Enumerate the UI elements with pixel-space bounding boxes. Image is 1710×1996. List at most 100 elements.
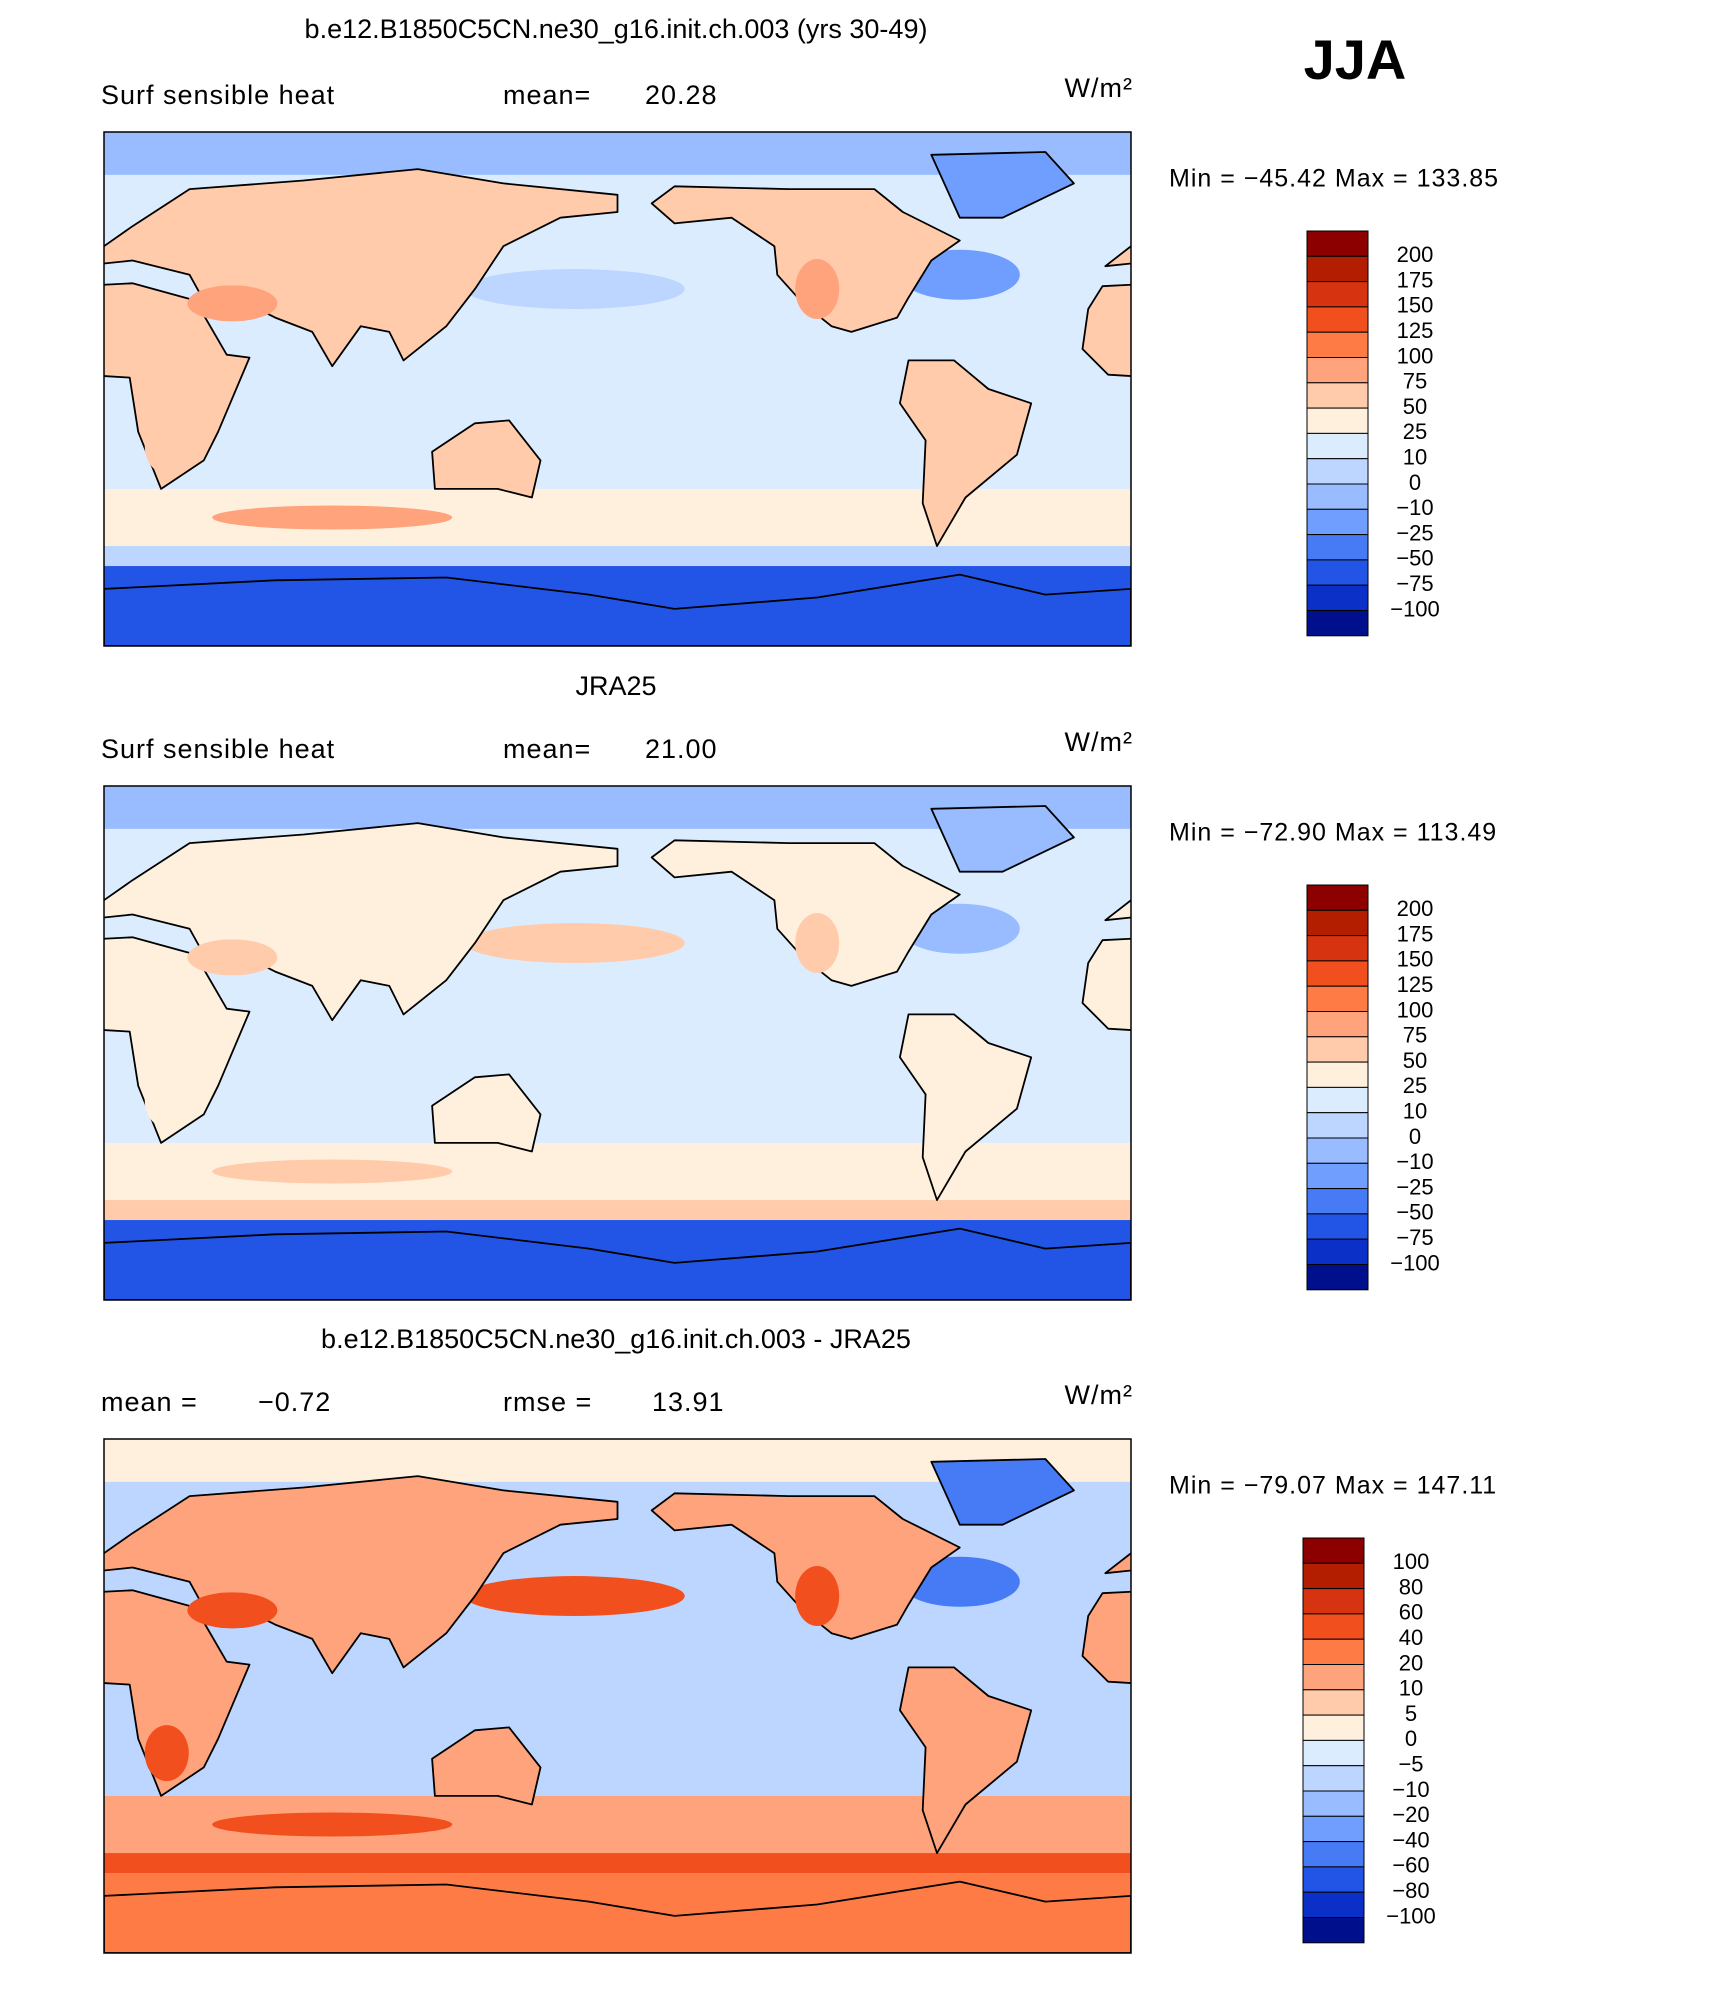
colorbar-label: 5 bbox=[1405, 1701, 1417, 1726]
colorbar-box bbox=[1303, 1816, 1364, 1841]
colorbar-label: 25 bbox=[1403, 1073, 1427, 1098]
colorbar-label: 125 bbox=[1397, 972, 1434, 997]
colorbar-label: 10 bbox=[1399, 1676, 1423, 1701]
left-label: Surf sensible heat bbox=[101, 734, 335, 764]
colorbar-box bbox=[1307, 408, 1368, 433]
land-australia bbox=[1459, 420, 1567, 497]
colorbar-label: −75 bbox=[1396, 1225, 1433, 1250]
colorbar-box bbox=[1303, 1740, 1364, 1765]
left-value: −0.72 bbox=[258, 1387, 331, 1417]
hot-spot bbox=[187, 1592, 277, 1628]
colorbar-box bbox=[1307, 307, 1368, 332]
colorbar-box bbox=[1303, 1918, 1364, 1943]
colorbar-box bbox=[1307, 611, 1368, 636]
colorbar-label: 75 bbox=[1403, 369, 1427, 394]
colorbar-box bbox=[1307, 885, 1368, 910]
colorbar-label: −100 bbox=[1390, 1250, 1440, 1275]
colorbar-box bbox=[1307, 332, 1368, 357]
colorbar-box bbox=[1307, 1087, 1368, 1112]
hot-spot bbox=[795, 259, 839, 319]
panel-title: JRA25 bbox=[575, 671, 656, 701]
season-label: JJA bbox=[1304, 28, 1407, 91]
map bbox=[56, 786, 1710, 1300]
colorbar-label: 25 bbox=[1403, 419, 1427, 444]
hot-spot bbox=[145, 418, 189, 474]
colorbar-label: 175 bbox=[1397, 267, 1434, 292]
colorbar-label: −10 bbox=[1392, 1777, 1429, 1802]
colorbar-label: −50 bbox=[1396, 546, 1433, 571]
map-field bbox=[56, 1439, 1710, 1953]
colorbar-box bbox=[1303, 1589, 1364, 1614]
min-max: Min = −79.07 Max = 147.11 bbox=[1169, 1472, 1497, 1500]
colorbar-box bbox=[1307, 1265, 1368, 1290]
land-namerica bbox=[1679, 1493, 1710, 1639]
hot-spot bbox=[187, 285, 277, 321]
colorbar-label: −60 bbox=[1392, 1853, 1429, 1878]
center-value: 21.00 bbox=[645, 734, 718, 764]
hot-spot bbox=[187, 939, 277, 975]
anomaly bbox=[465, 1576, 685, 1616]
colorbar-box bbox=[1303, 1639, 1364, 1664]
colorbar-box bbox=[1307, 1012, 1368, 1037]
left-label: Surf sensible heat bbox=[101, 80, 335, 110]
colorbar-box bbox=[1307, 1062, 1368, 1087]
center-label: mean= bbox=[503, 80, 591, 110]
colorbar-label: −10 bbox=[1396, 495, 1433, 520]
map-field bbox=[56, 132, 1710, 646]
land-australia bbox=[1459, 1074, 1567, 1151]
colorbar-box bbox=[1307, 535, 1368, 560]
land-eurasia bbox=[1105, 169, 1644, 366]
colorbar-box bbox=[1303, 1892, 1364, 1917]
colorbar-label: 150 bbox=[1397, 293, 1434, 318]
units: W/m² bbox=[1065, 73, 1133, 103]
colorbar-box bbox=[1307, 986, 1368, 1011]
panel-title: b.e12.B1850C5CN.ne30_g16.init.ch.003 - J… bbox=[321, 1324, 911, 1354]
colorbar-box bbox=[1307, 560, 1368, 585]
colorbar-label: 20 bbox=[1399, 1650, 1423, 1675]
colorbar-label: −40 bbox=[1392, 1827, 1429, 1852]
colorbar-label: −80 bbox=[1392, 1878, 1429, 1903]
anomaly bbox=[212, 1160, 452, 1184]
center-value: 13.91 bbox=[652, 1387, 725, 1417]
colorbar-box bbox=[1303, 1665, 1364, 1690]
colorbar-box bbox=[1303, 1867, 1364, 1892]
min-max: Min = −45.42 Max = 133.85 bbox=[1169, 165, 1499, 193]
colorbar-label: 10 bbox=[1403, 445, 1427, 470]
colorbar-box bbox=[1307, 1113, 1368, 1138]
colorbar-label: 100 bbox=[1393, 1549, 1430, 1574]
colorbar-label: 125 bbox=[1397, 318, 1434, 343]
panel-title: b.e12.B1850C5CN.ne30_g16.init.ch.003 (yr… bbox=[305, 14, 928, 44]
colorbar-box bbox=[1303, 1791, 1364, 1816]
southern-band-2 bbox=[104, 1200, 1131, 1220]
center-label: mean= bbox=[503, 734, 591, 764]
land-namerica bbox=[1679, 840, 1710, 986]
colorbar-label: 200 bbox=[1397, 896, 1434, 921]
colorbar-label: −100 bbox=[1386, 1903, 1436, 1928]
colorbar-box bbox=[1307, 1189, 1368, 1214]
colorbar-box bbox=[1307, 1239, 1368, 1264]
anomaly bbox=[465, 269, 685, 309]
colorbar-label: −10 bbox=[1396, 1149, 1433, 1174]
colorbar-box bbox=[1303, 1563, 1364, 1588]
left-label: mean = bbox=[101, 1387, 198, 1417]
colorbar-box bbox=[1307, 585, 1368, 610]
colorbar-box bbox=[1307, 433, 1368, 458]
min-max: Min = −72.90 Max = 113.49 bbox=[1169, 819, 1497, 847]
land-australia bbox=[1459, 1727, 1567, 1804]
colorbar-box bbox=[1307, 509, 1368, 534]
land-eurasia bbox=[1105, 1476, 1644, 1673]
land-eurasia bbox=[1105, 823, 1644, 1020]
units: W/m² bbox=[1065, 727, 1133, 757]
anomaly bbox=[212, 1813, 452, 1837]
colorbar-box bbox=[1303, 1538, 1364, 1563]
colorbar-label: 40 bbox=[1399, 1625, 1423, 1650]
hot-spot bbox=[795, 913, 839, 973]
colorbar-label: 200 bbox=[1397, 242, 1434, 267]
colorbar-box bbox=[1307, 383, 1368, 408]
colorbar-box bbox=[1307, 910, 1368, 935]
colorbar-label: 50 bbox=[1403, 394, 1427, 419]
colorbar-label: 100 bbox=[1397, 343, 1434, 368]
anomaly bbox=[212, 506, 452, 530]
